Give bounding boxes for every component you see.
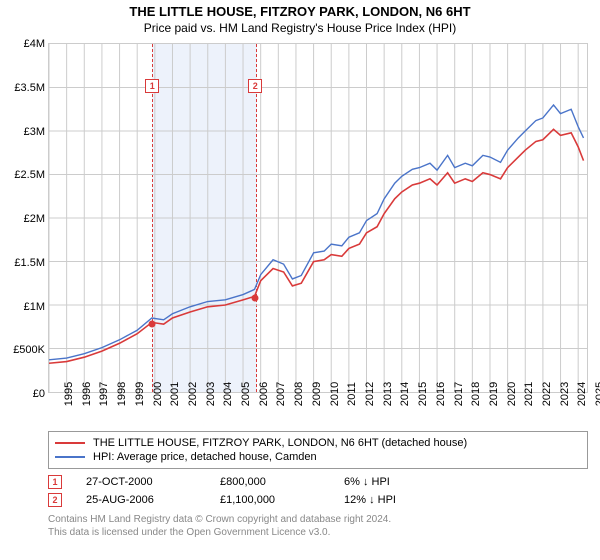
- y-tick-label: £0: [33, 388, 45, 400]
- legend-row: THE LITTLE HOUSE, FITZROY PARK, LONDON, …: [55, 436, 581, 450]
- footer-line-1: Contains HM Land Registry data © Crown c…: [48, 513, 600, 526]
- sale-price: £1,100,000: [220, 494, 320, 506]
- series-line: [49, 129, 584, 363]
- series-line: [49, 105, 584, 360]
- sale-point-dot: [149, 321, 156, 328]
- sale-marker-box: 2: [248, 79, 262, 93]
- footer-note: Contains HM Land Registry data © Crown c…: [48, 513, 600, 539]
- chart-plot-area: £0£500K£1M£1.5M£2M£2.5M£3M£3.5M£4M199519…: [48, 43, 588, 393]
- legend-swatch: [55, 442, 85, 444]
- sale-marker-box: 1: [145, 79, 159, 93]
- legend-swatch: [55, 456, 85, 458]
- y-tick-label: £1M: [24, 301, 45, 313]
- sale-diff: 6% ↓ HPI: [344, 476, 390, 488]
- legend-label: HPI: Average price, detached house, Camd…: [93, 451, 317, 463]
- sale-row: 2 25-AUG-2006 £1,100,000 12% ↓ HPI: [48, 493, 588, 507]
- y-tick-label: £3M: [24, 126, 45, 138]
- sale-row: 1 27-OCT-2000 £800,000 6% ↓ HPI: [48, 475, 588, 489]
- sale-date: 25-AUG-2006: [86, 494, 196, 506]
- sales-table: 1 27-OCT-2000 £800,000 6% ↓ HPI 2 25-AUG-2006…: [48, 475, 588, 507]
- sale-diff: 12% ↓ HPI: [344, 494, 396, 506]
- sale-row-marker: 2: [48, 493, 62, 507]
- legend-label: THE LITTLE HOUSE, FITZROY PARK, LONDON, …: [93, 437, 467, 449]
- y-tick-label: £2.5M: [14, 169, 45, 181]
- legend-block: THE LITTLE HOUSE, FITZROY PARK, LONDON, …: [48, 431, 588, 507]
- y-tick-label: £1.5M: [14, 257, 45, 269]
- y-tick-label: £2M: [24, 213, 45, 225]
- chart-subtitle: Price paid vs. HM Land Registry's House …: [0, 21, 600, 35]
- sale-date: 27-OCT-2000: [86, 476, 196, 488]
- y-tick-label: £4M: [24, 38, 45, 50]
- sale-row-marker: 1: [48, 475, 62, 489]
- x-tick-label: 2025: [580, 382, 600, 406]
- legend-row: HPI: Average price, detached house, Camd…: [55, 450, 581, 464]
- sale-price: £800,000: [220, 476, 320, 488]
- sale-point-dot: [252, 294, 259, 301]
- footer-line-2: This data is licensed under the Open Gov…: [48, 526, 600, 539]
- chart-lines-svg: [49, 44, 587, 392]
- y-tick-label: £3.5M: [14, 82, 45, 94]
- chart-title: THE LITTLE HOUSE, FITZROY PARK, LONDON, …: [0, 4, 600, 19]
- legend-box: THE LITTLE HOUSE, FITZROY PARK, LONDON, …: [48, 431, 588, 469]
- title-block: THE LITTLE HOUSE, FITZROY PARK, LONDON, …: [0, 0, 600, 35]
- y-tick-label: £500K: [13, 344, 45, 356]
